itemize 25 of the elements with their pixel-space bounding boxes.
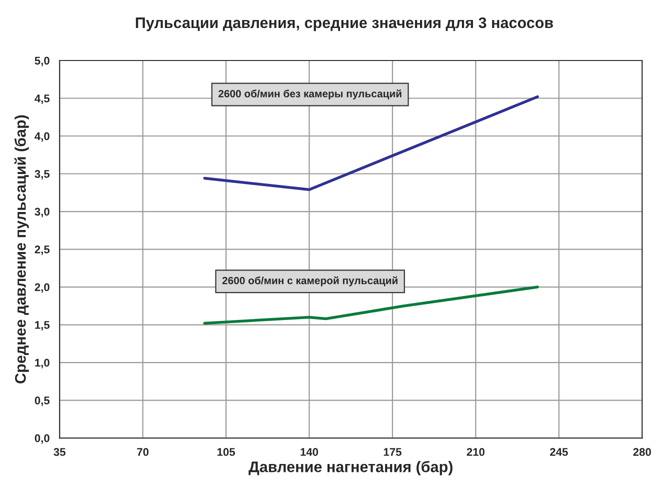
x-tick-label: 280: [633, 448, 651, 456]
y-tick-label: 1,5: [35, 321, 50, 331]
y-tick-label: 3,5: [34, 170, 50, 180]
y-tick-label: 4,5: [34, 94, 50, 104]
annotation: 2600 об/мин с камерой пульсаций: [222, 276, 398, 286]
x-tick-label: 175: [384, 448, 402, 456]
y-tick-label: 4,0: [34, 132, 50, 142]
x-axis-title: Давление нагнетания (бар): [248, 460, 452, 476]
annotation: 2600 об/мин без камеры пульсаций: [218, 90, 402, 100]
y-tick-label: 2,5: [34, 246, 50, 256]
y-tick-label: 1,0: [35, 358, 50, 368]
x-tick-label: 210: [466, 448, 485, 456]
x-tick-label: 105: [217, 448, 235, 456]
chart-title: Пульсации давления, средние значения для 3 насосов: [136, 17, 553, 32]
y-tick-label: 0,5: [34, 396, 50, 406]
y-tick-label: 3,0: [34, 208, 50, 218]
x-tick-label: 35: [54, 448, 66, 456]
y-axis-title: Среднее давление пульсаций (бар): [14, 115, 29, 384]
x-tick-label: 70: [137, 448, 149, 456]
line-series: [203, 286, 539, 325]
y-tick-label: 0,0: [34, 434, 50, 444]
y-tick-label: 2,0: [34, 283, 50, 293]
x-tick-label: 140: [300, 448, 318, 456]
x-tick-label: 245: [550, 448, 568, 456]
y-tick-label: 5,0: [34, 56, 50, 66]
